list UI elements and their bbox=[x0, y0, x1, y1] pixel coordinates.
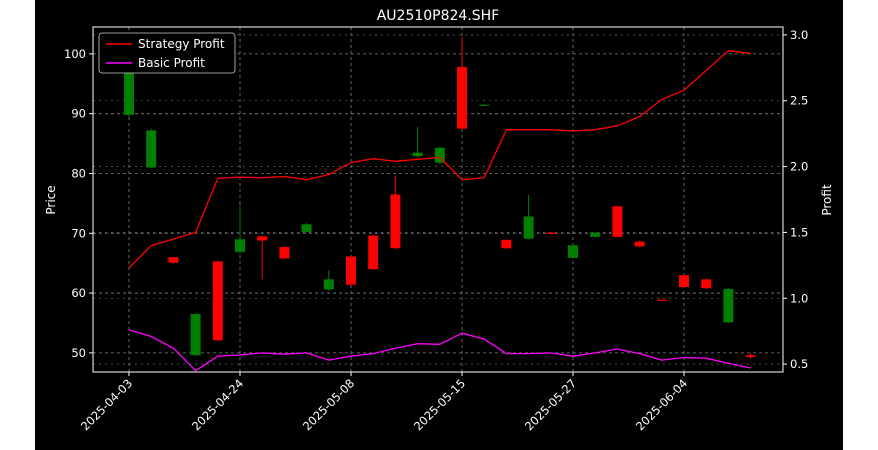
candle-body-21 bbox=[590, 232, 601, 237]
candle-body-16 bbox=[479, 104, 490, 106]
legend-basic-profit-label: Basic Profit bbox=[138, 56, 205, 70]
candle-body-5 bbox=[235, 239, 245, 252]
candles bbox=[124, 37, 756, 359]
y-axis-label-right: Profit bbox=[820, 184, 834, 216]
chart-title: AU2510P824.SHF bbox=[377, 8, 500, 24]
right-y-axis: 0.5 1.0 1.5 2.0 2.5 3.0 bbox=[783, 28, 808, 371]
left-tick-label-3: 80 bbox=[71, 166, 86, 180]
candle-body-11 bbox=[368, 235, 379, 270]
candle-body-2 bbox=[168, 257, 179, 263]
right-tick-label-5: 3.0 bbox=[790, 28, 808, 42]
candle-body-24 bbox=[656, 299, 667, 301]
series-line-strategy-profit bbox=[128, 50, 751, 269]
candle-body-10 bbox=[346, 256, 356, 285]
candle-body-19 bbox=[545, 232, 556, 234]
left-tick-label-2: 70 bbox=[71, 226, 86, 240]
candle-body-6 bbox=[257, 236, 268, 241]
left-tick-label-0: 50 bbox=[71, 346, 86, 360]
legend-box bbox=[98, 32, 236, 74]
series-line-basic-profit bbox=[128, 329, 751, 372]
candle-body-4 bbox=[212, 261, 223, 341]
right-tick-label-0: 0.5 bbox=[790, 357, 808, 371]
candle-body-20 bbox=[568, 245, 578, 258]
candle-body-15 bbox=[457, 67, 467, 129]
candle-body-28 bbox=[745, 355, 756, 358]
candle-body-17 bbox=[501, 239, 512, 249]
right-tick-label-1: 1.0 bbox=[790, 291, 808, 305]
plot-frame bbox=[92, 26, 784, 373]
candle-body-27 bbox=[723, 288, 734, 323]
candle-body-25 bbox=[679, 275, 689, 288]
profit-lines bbox=[128, 50, 751, 372]
candle-body-8 bbox=[301, 224, 312, 233]
candle-body-1 bbox=[146, 130, 157, 168]
left-tick-label-1: 60 bbox=[71, 286, 86, 300]
candle-body-14 bbox=[434, 147, 445, 163]
left-tick-label-4: 90 bbox=[71, 107, 86, 121]
candle-body-9 bbox=[323, 279, 334, 290]
legend-strategy-profit-label: Strategy Profit bbox=[138, 37, 225, 51]
candle-body-18 bbox=[523, 216, 534, 239]
figure-background bbox=[35, 0, 843, 450]
candle-body-23 bbox=[634, 241, 645, 247]
legend: Strategy Profit Basic Profit bbox=[98, 32, 236, 74]
left-y-axis: 50 60 70 80 90 100 bbox=[64, 47, 93, 360]
candle-body-12 bbox=[390, 194, 401, 249]
candle-body-26 bbox=[701, 279, 712, 289]
left-tick-label-5: 100 bbox=[64, 47, 86, 61]
candle-body-22 bbox=[612, 206, 623, 237]
right-tick-label-2: 1.5 bbox=[790, 225, 808, 239]
y-axis-label-left: Price bbox=[44, 185, 58, 214]
right-tick-label-4: 2.5 bbox=[790, 94, 808, 108]
right-tick-label-3: 2.0 bbox=[790, 160, 808, 174]
candle-body-0 bbox=[124, 71, 134, 115]
candle-body-3 bbox=[190, 314, 201, 356]
candle-body-7 bbox=[279, 247, 290, 259]
candle-body-13 bbox=[412, 152, 423, 157]
